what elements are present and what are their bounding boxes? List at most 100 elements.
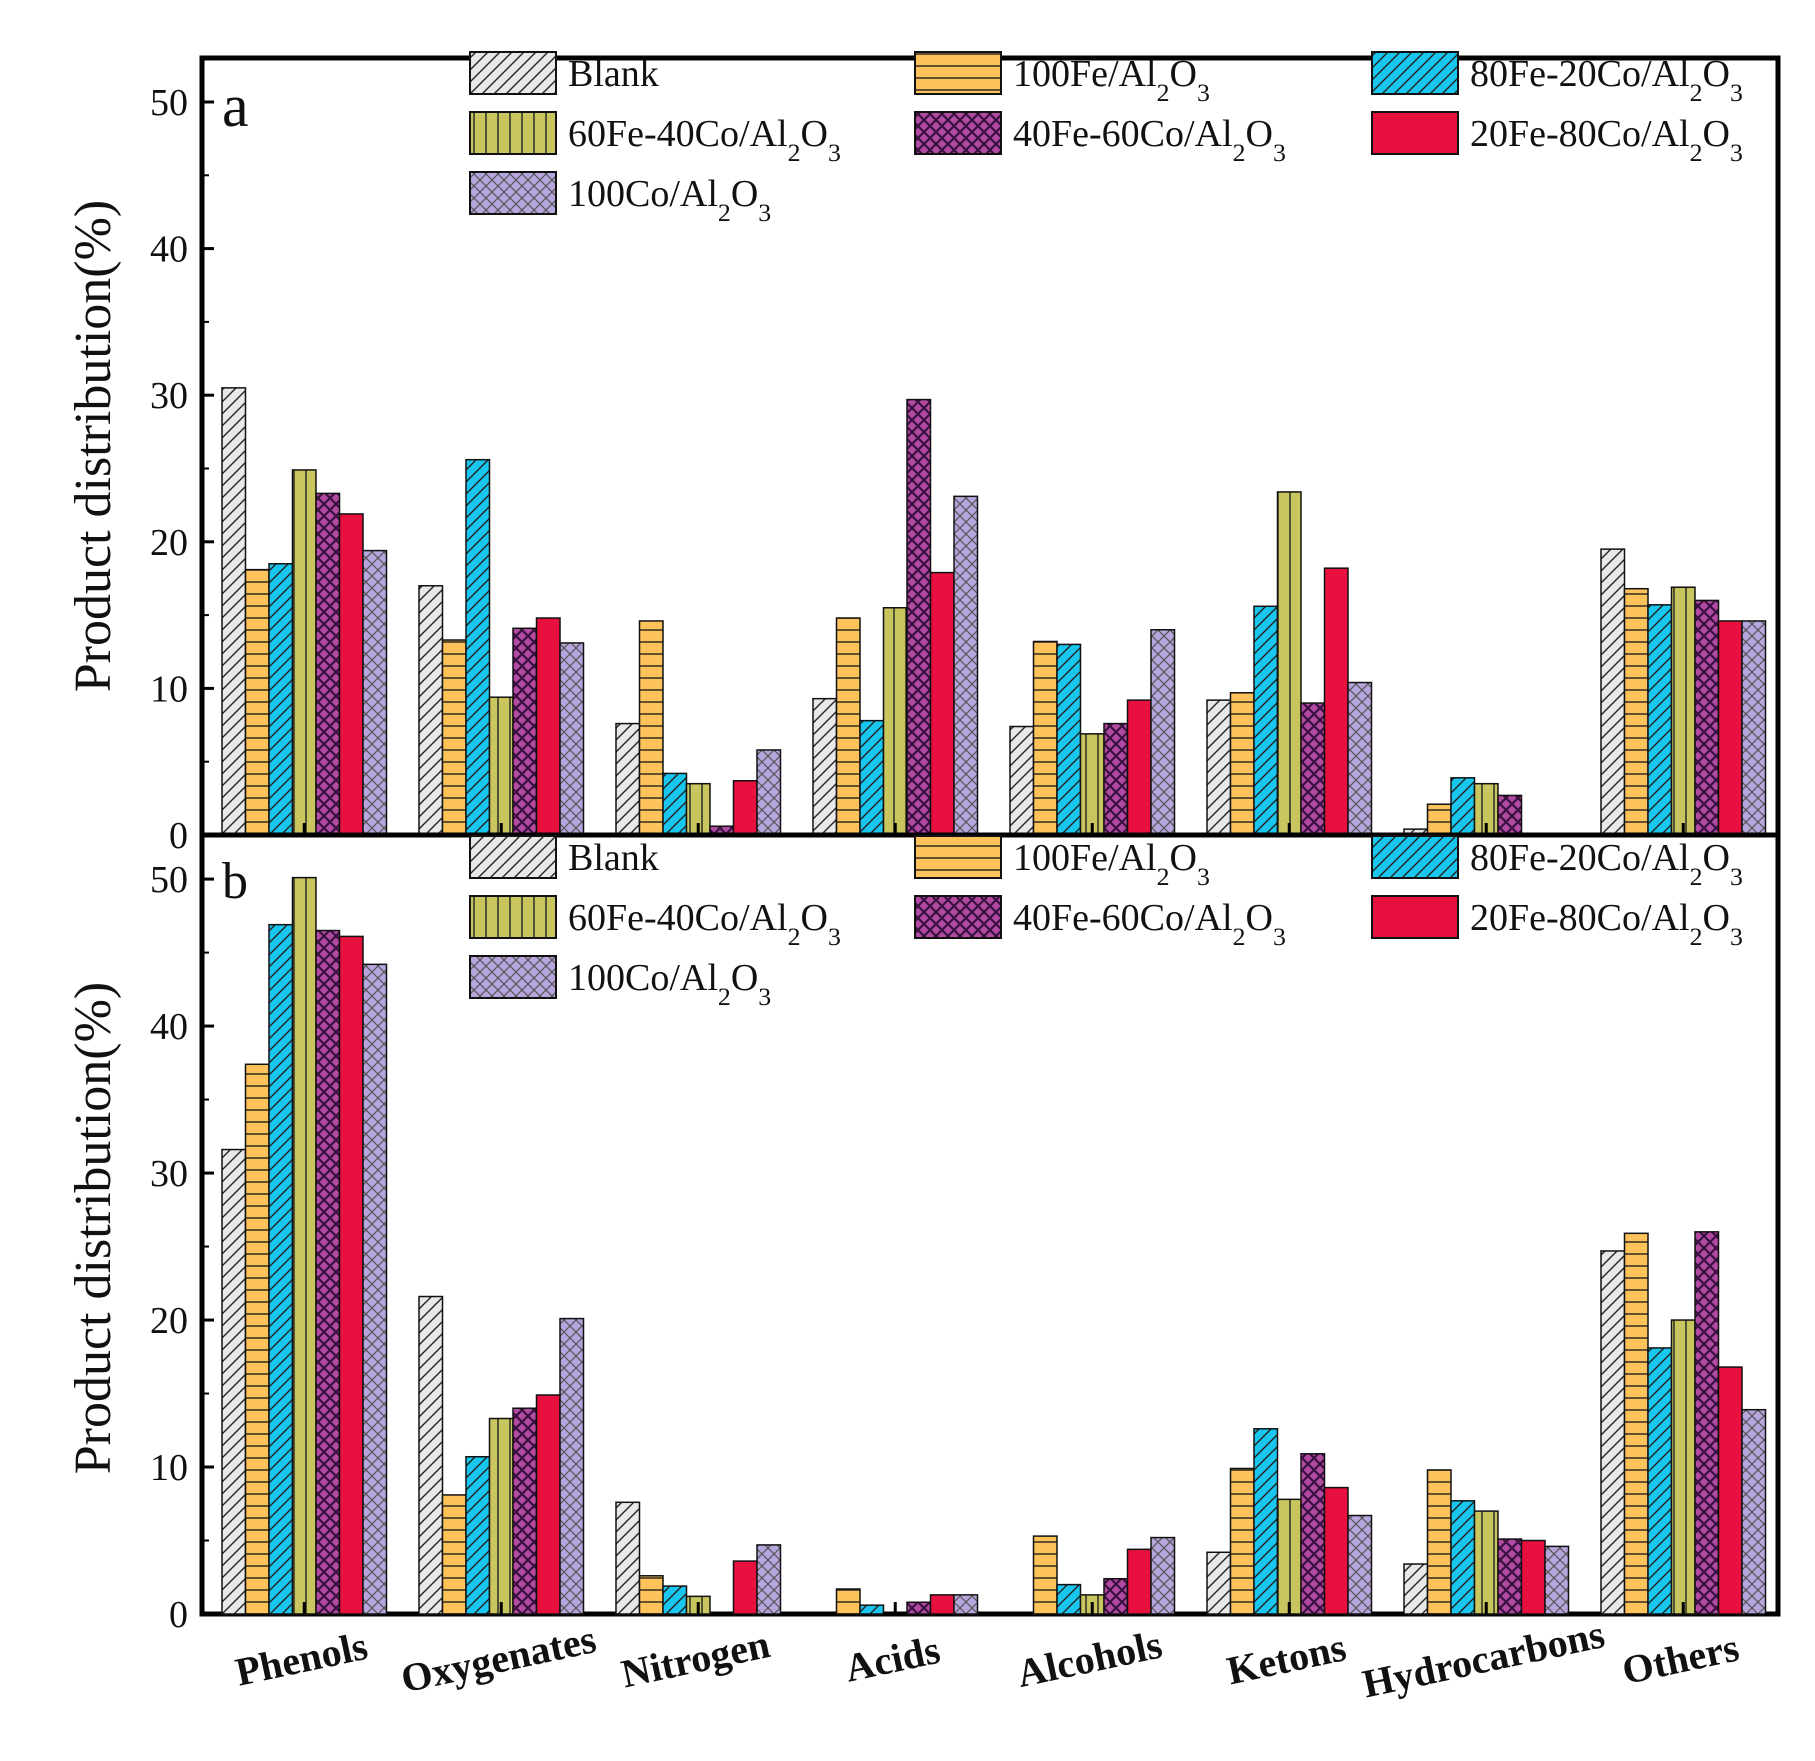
panel-a-bar-phenols-40fe-60co-al2o3 <box>315 492 341 836</box>
panel-a-y-tick-label-50: 50 <box>150 82 188 124</box>
panel-a-bar-acids-20fe-80co-al2o3 <box>929 571 955 836</box>
panel-b-y-tick-label-40: 40 <box>150 1006 188 1048</box>
panel-a-bar-phenols-80fe-20co-al2o3 <box>268 563 294 836</box>
panel-a-y-tick-label-0: 0 <box>169 815 188 857</box>
panel-a-legend-item-100fe-al2o3: 100Fe/Al2O3 <box>914 51 1210 107</box>
panel-b-bar-ketons-60fe-40co-al2o3 <box>1276 1498 1302 1615</box>
panel-b-legend-label-20fe-80co-al2o3: 20Fe-80Co/Al2O3 <box>1470 897 1743 951</box>
panel-a: 0 10 20 30 40 50 a Product distribution(%) Bl… <box>65 51 1781 857</box>
x-category-label-alcohols: Alcohols <box>1013 1622 1166 1697</box>
panel-a-bar-acids-40fe-60co-al2o3 <box>906 398 932 836</box>
panel-b-bar-hydrocarbons-100co-al2o3 <box>1544 1545 1570 1615</box>
panel-a-bar-phenols-100fe-al2o3 <box>244 568 270 836</box>
panel-b-bar-acids-40fe-60co-al2o3 <box>906 1601 932 1615</box>
panel-a-y-tick-label-10: 10 <box>150 668 188 710</box>
panel-b-legend-item-20fe-80co-al2o3: 20Fe-80Co/Al2O3 <box>1371 895 1743 951</box>
panel-a-legend-swatch-100fe-al2o3 <box>914 51 1002 95</box>
panel-a-legend-item-40fe-60co-al2o3: 40Fe-60Co/Al2O3 <box>914 111 1286 167</box>
panel-b-legend-swatch-20fe-80co-al2o3 <box>1371 895 1459 939</box>
panel-b-bar-others-60fe-40co-al2o3 <box>1670 1319 1696 1615</box>
x-category-label-ketons: Ketons <box>1223 1624 1350 1693</box>
panel-a-bar-oxygenates-80fe-20co-al2o3 <box>465 458 491 836</box>
panel-b-bar-ketons-blank <box>1206 1551 1232 1615</box>
panel-b-y-axis-label: Product distribution(%) <box>65 982 122 1475</box>
panel-a-bar-others-80fe-20co-al2o3 <box>1647 604 1673 836</box>
panel-a-bar-alcohols-100co-al2o3 <box>1150 629 1176 836</box>
panel-a-bar-acids-100co-al2o3 <box>953 495 979 836</box>
panel-a-y-tick-label-30: 30 <box>150 375 188 417</box>
panel-b-y-tick-label-20: 20 <box>150 1300 188 1342</box>
panel-a-bar-oxygenates-100fe-al2o3 <box>441 639 467 836</box>
panel-b-bar-oxygenates-60fe-40co-al2o3 <box>488 1417 514 1615</box>
panel-b-bar-alcohols-80fe-20co-al2o3 <box>1056 1583 1082 1615</box>
panel-a-bar-ketons-blank <box>1206 699 1232 836</box>
panel-b-bar-phenols-100fe-al2o3 <box>244 1063 270 1615</box>
panel-a-legend-label-blank: Blank <box>568 53 659 95</box>
panel-b-bar-acids-20fe-80co-al2o3 <box>929 1594 955 1615</box>
panel-b-bar-nitrogen-20fe-80co-al2o3 <box>732 1560 758 1615</box>
panel-a-bar-alcohols-blank <box>1009 725 1035 836</box>
panel-a-bar-acids-blank <box>812 697 838 836</box>
x-category-label-hydrocarbons: Hydrocarbons <box>1358 1611 1608 1706</box>
panel-b-y-tick-label-30: 30 <box>150 1153 188 1195</box>
panel-b-bar-phenols-80fe-20co-al2o3 <box>268 923 294 1615</box>
panel-b-bar-acids-100co-al2o3 <box>953 1594 979 1615</box>
panel-b-bar-others-100fe-al2o3 <box>1623 1232 1649 1615</box>
panel-a-bar-acids-80fe-20co-al2o3 <box>859 719 885 836</box>
panel-b-legend-label-40fe-60co-al2o3: 40Fe-60Co/Al2O3 <box>1013 897 1286 951</box>
panel-b-legend-swatch-blank <box>469 835 557 879</box>
panel-b-legend: Blank 100Fe/Al2O3 80Fe-20Co/Al2O3 60Fe-40Co… <box>469 835 1743 1011</box>
panel-a-legend: Blank 100Fe/Al2O3 80Fe-20Co/Al2O3 60Fe-40Co… <box>469 51 1743 227</box>
panel-a-bar-alcohols-20fe-80co-al2o3 <box>1126 699 1152 836</box>
panel-a-bar-nitrogen-20fe-80co-al2o3 <box>732 780 758 836</box>
panel-a-bar-ketons-100co-al2o3 <box>1347 681 1373 836</box>
panel-a-y-tick-label-20: 20 <box>150 522 188 564</box>
panel-a-bar-nitrogen-blank <box>615 722 641 836</box>
panel-a-bar-hydrocarbons-80fe-20co-al2o3 <box>1450 777 1476 836</box>
panel-b-y-tick-label-10: 10 <box>150 1447 188 1489</box>
panel-a-legend-item-blank: Blank <box>469 51 659 95</box>
panel-b-y-tick-label-0: 0 <box>169 1594 188 1636</box>
panel-a-bar-hydrocarbons-40fe-60co-al2o3 <box>1497 794 1523 836</box>
panel-b-bar-alcohols-100fe-al2o3 <box>1032 1535 1058 1615</box>
panel-a-bar-others-100fe-al2o3 <box>1623 587 1649 836</box>
panel-b-bar-hydrocarbons-40fe-60co-al2o3 <box>1497 1538 1523 1615</box>
panel-a-legend-swatch-80fe-20co-al2o3 <box>1371 51 1459 95</box>
panel-a-legend-label-100fe-al2o3: 100Fe/Al2O3 <box>1013 53 1210 107</box>
panel-b-bar-phenols-100co-al2o3 <box>362 963 388 1615</box>
panel-b-bar-oxygenates-100co-al2o3 <box>559 1317 585 1615</box>
panel-b-legend-swatch-60fe-40co-al2o3 <box>469 895 557 939</box>
panel-b-legend-label-80fe-20co-al2o3: 80Fe-20Co/Al2O3 <box>1470 837 1743 891</box>
panel-b-bar-oxygenates-blank <box>418 1295 444 1615</box>
panel-a-bar-phenols-60fe-40co-al2o3 <box>291 469 317 836</box>
panel-b-legend-swatch-40fe-60co-al2o3 <box>914 895 1002 939</box>
panel-b-bar-phenols-40fe-60co-al2o3 <box>315 929 341 1615</box>
x-category-label-acids: Acids <box>841 1627 944 1691</box>
panel-b-bar-others-80fe-20co-al2o3 <box>1647 1347 1673 1615</box>
panel-a-bars <box>221 387 1767 836</box>
panel-a-bar-hydrocarbons-100fe-al2o3 <box>1426 803 1452 836</box>
panel-b-bar-ketons-20fe-80co-al2o3 <box>1323 1486 1349 1615</box>
panel-b-bar-oxygenates-100fe-al2o3 <box>441 1494 467 1615</box>
panel-b-bar-oxygenates-20fe-80co-al2o3 <box>535 1394 561 1615</box>
panel-b-legend-label-blank: Blank <box>568 837 659 879</box>
panel-a-bar-nitrogen-100co-al2o3 <box>756 749 782 836</box>
panel-b-bar-hydrocarbons-100fe-al2o3 <box>1426 1469 1452 1615</box>
panel-a-legend-label-60fe-40co-al2o3: 60Fe-40Co/Al2O3 <box>568 113 841 167</box>
panel-a-legend-item-20fe-80co-al2o3: 20Fe-80Co/Al2O3 <box>1371 111 1743 167</box>
panel-a-bar-nitrogen-100fe-al2o3 <box>638 620 664 836</box>
panel-a-legend-item-80fe-20co-al2o3: 80Fe-20Co/Al2O3 <box>1371 51 1743 107</box>
panel-a-bar-alcohols-100fe-al2o3 <box>1032 640 1058 836</box>
panel-a-bar-others-40fe-60co-al2o3 <box>1694 599 1720 836</box>
x-category-label-nitrogen: Nitrogen <box>617 1621 773 1696</box>
panel-a-legend-label-40fe-60co-al2o3: 40Fe-60Co/Al2O3 <box>1013 113 1286 167</box>
panel-a-bar-ketons-40fe-60co-al2o3 <box>1300 702 1326 836</box>
panel-b-bar-phenols-20fe-80co-al2o3 <box>338 935 364 1615</box>
panel-a-legend-swatch-60fe-40co-al2o3 <box>469 111 557 155</box>
panel-b-y-tick-label-50: 50 <box>150 859 188 901</box>
x-category-label-oxygenates: Oxygenates <box>397 1616 600 1701</box>
panel-b-bar-nitrogen-100co-al2o3 <box>756 1544 782 1615</box>
panel-b-legend-label-100co-al2o3: 100Co/Al2O3 <box>568 957 771 1011</box>
panel-b-bar-ketons-100fe-al2o3 <box>1229 1467 1255 1615</box>
